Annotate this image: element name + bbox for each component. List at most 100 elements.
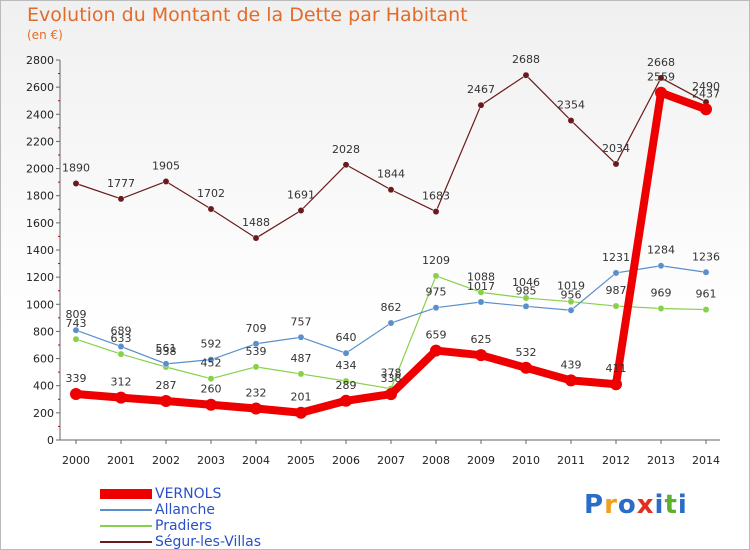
data-point-segur [162,178,170,185]
data-label-vernols: 338 [381,372,402,385]
data-point-allanche [522,302,530,310]
data-point-vernols [295,406,307,419]
data-label-vernols: 260 [201,383,222,396]
data-point-segur [432,208,440,216]
data-label-segur: 1844 [377,168,405,181]
data-label-vernols: 439 [561,358,582,371]
data-point-allanche [477,298,485,306]
data-label-vernols: 201 [291,391,312,404]
data-point-allanche [612,269,620,277]
data-point-vernols [115,391,127,404]
data-point-segur [342,161,350,169]
data-label-pradiers: 378 [381,367,402,380]
data-point-vernols [520,361,532,374]
data-label-segur: 2034 [602,142,630,155]
data-label-vernols: 312 [111,376,132,389]
legend-label: Ségur-les-Villas [155,534,262,550]
data-point-segur [207,205,215,213]
legend-label: Allanche [155,502,215,518]
data-point-allanche [387,319,395,327]
x-tick-label: 2009 [467,454,495,467]
data-point-allanche [297,333,305,341]
data-label-pradiers: 434 [336,359,357,372]
y-axis-unit-label: (en €) [27,28,63,42]
data-label-pradiers: 633 [111,332,132,345]
data-point-pradiers [522,294,530,302]
x-tick-label: 2000 [62,454,90,467]
data-label-allanche: 862 [381,301,402,314]
data-label-vernols: 532 [516,346,537,359]
data-point-allanche [702,268,710,276]
data-point-vernols [700,103,712,116]
logo-letter: o [617,490,637,520]
x-tick-label: 2002 [152,454,180,467]
data-point-segur [477,101,485,109]
legend-swatch [100,489,152,499]
legend-label: VERNOLS [155,486,222,502]
data-point-segur [522,71,530,79]
y-tick-label: 600 [33,353,54,366]
data-label-segur: 1683 [422,190,450,203]
proxiti-logo: Proxiti [584,490,688,520]
y-tick-label: 2200 [26,135,54,148]
data-point-allanche [567,306,575,314]
data-label-pradiers: 969 [651,286,672,299]
data-point-segur [72,180,80,187]
chart-title: Evolution du Montant de la Dette par Hab… [27,4,468,26]
legend-swatch [100,541,152,543]
x-tick-label: 2003 [197,454,225,467]
legend-swatch [100,509,152,511]
x-tick-label: 2004 [242,454,270,467]
data-point-allanche [207,356,215,364]
data-label-vernols: 625 [471,333,492,346]
data-label-vernols: 339 [66,372,87,385]
data-point-segur [567,117,575,124]
data-label-allanche: 1236 [692,250,720,263]
data-point-allanche [117,343,125,350]
data-point-pradiers [432,272,440,280]
logo-letter: i [677,490,688,520]
data-label-pradiers: 487 [291,352,312,365]
x-tick-label: 2010 [512,454,540,467]
y-tick-label: 1000 [26,298,54,311]
data-label-segur: 2688 [512,53,540,66]
data-label-segur: 1702 [197,187,225,200]
data-label-pradiers: 538 [156,345,177,358]
y-tick-label: 1400 [26,244,54,257]
y-tick-label: 800 [33,325,54,338]
data-point-vernols [340,394,352,407]
data-label-pradiers: 1209 [422,254,450,267]
data-label-allanche: 985 [516,284,537,297]
data-point-vernols [565,374,577,387]
x-tick-label: 2011 [557,454,585,467]
data-point-allanche [162,360,170,368]
data-label-allanche: 1231 [602,251,630,264]
data-point-vernols [385,388,397,401]
x-tick-label: 2012 [602,454,630,467]
data-label-segur: 2490 [692,80,720,93]
data-point-pradiers [117,350,125,358]
data-point-pradiers [297,370,305,378]
data-point-vernols [205,398,217,411]
y-tick-label: 1200 [26,271,54,284]
data-point-pradiers [702,306,710,314]
data-label-segur: 1691 [287,189,315,202]
data-point-allanche [657,262,665,270]
data-point-pradiers [477,288,485,296]
data-point-allanche [252,340,260,348]
data-label-vernols: 2437 [692,87,720,100]
data-label-pradiers: 452 [201,357,222,370]
data-label-allanche: 592 [201,338,222,351]
data-label-allanche: 561 [156,342,177,355]
data-point-vernols [610,378,622,391]
data-label-segur: 2467 [467,83,495,96]
data-label-segur: 1777 [107,177,135,190]
data-label-vernols: 2559 [647,71,675,84]
data-point-vernols [250,402,262,415]
data-point-segur [612,160,620,168]
data-label-segur: 2354 [557,99,585,112]
data-label-pradiers: 743 [66,317,87,330]
data-label-vernols: 287 [156,379,177,392]
x-tick-label: 2014 [692,454,720,467]
